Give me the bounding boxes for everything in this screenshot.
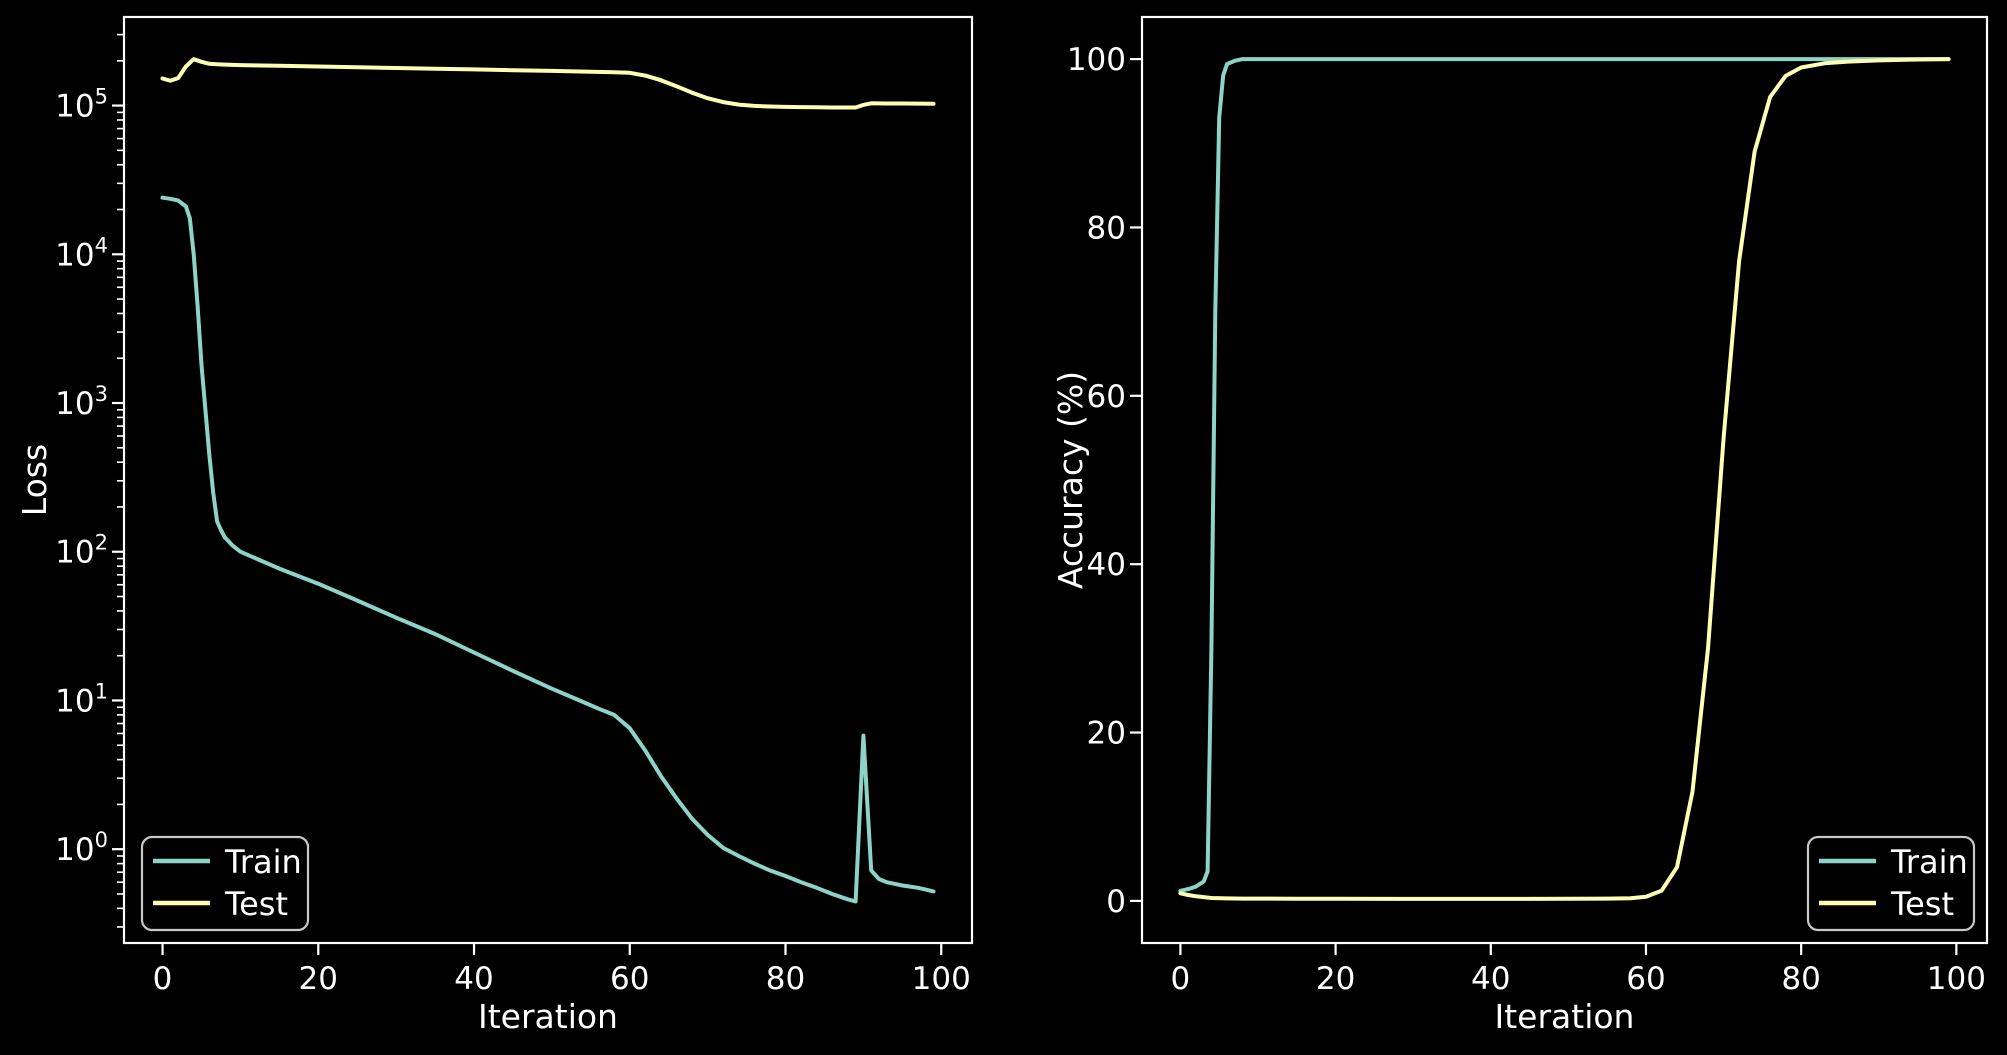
- accuracy-legend: Train Test: [1806, 835, 1976, 932]
- y-tick-label: 100: [1067, 42, 1126, 78]
- x-tick-label: 40: [1471, 961, 1510, 997]
- y-tick-label: 60: [1087, 379, 1126, 415]
- y-tick-label: 105: [55, 85, 108, 125]
- y-tick-label: 80: [1087, 210, 1126, 246]
- x-tick-label: 20: [299, 961, 338, 997]
- x-tick-label: 100: [912, 961, 971, 997]
- y-tick-label: 104: [55, 233, 108, 273]
- loss-legend: Train Test: [140, 835, 310, 932]
- x-tick-label: 60: [1626, 961, 1665, 997]
- accuracy-test-line: [1178, 57, 1951, 901]
- x-tick-label: 80: [1781, 961, 1820, 997]
- loss-y-axis: 100 101 102 103 104 105: [55, 33, 124, 928]
- loss-train-line: [160, 195, 936, 904]
- loss-test-line: [160, 57, 936, 110]
- loss-xlabel: Iteration: [478, 997, 618, 1036]
- accuracy-x-axis: 0 20 40 60 80 100: [1171, 943, 1986, 997]
- y-tick-label: 103: [55, 382, 108, 422]
- x-tick-label: 0: [1171, 961, 1191, 997]
- x-tick-label: 60: [610, 961, 649, 997]
- accuracy-y-axis: 0 20 40 60 80 100: [1067, 42, 1142, 920]
- y-tick-label: 101: [55, 679, 108, 719]
- y-tick-label: 0: [1106, 884, 1126, 920]
- x-tick-label: 20: [1316, 961, 1355, 997]
- loss-axes-frame: [122, 15, 974, 945]
- x-tick-label: 0: [153, 961, 173, 997]
- loss-chart: 0 20 40 60 80 100 100 101 102 103 104 105 Iteration L…: [15, 15, 974, 1036]
- y-tick-label: 40: [1087, 547, 1126, 583]
- legend-label-test: Test: [1890, 885, 1954, 923]
- y-tick-label: 102: [55, 531, 108, 571]
- y-tick-label: 20: [1087, 716, 1126, 752]
- legend-label-train: Train: [224, 843, 302, 881]
- legend-label-train: Train: [1890, 843, 1968, 881]
- y-tick-label: 100: [55, 828, 108, 868]
- x-tick-label: 80: [766, 961, 805, 997]
- accuracy-axes-frame: [1140, 15, 1989, 945]
- accuracy-xlabel: Iteration: [1495, 997, 1635, 1036]
- accuracy-ylabel: Accuracy (%): [1051, 371, 1090, 589]
- x-tick-label: 100: [1927, 961, 1986, 997]
- accuracy-train-line: [1178, 57, 1951, 893]
- x-tick-label: 40: [454, 961, 493, 997]
- loss-ylabel: Loss: [15, 444, 54, 516]
- loss-x-axis: 0 20 40 60 80 100: [153, 943, 971, 997]
- accuracy-chart: 0 20 40 60 80 100 0 20 40 60 80 100 Iteration Accurac…: [1051, 15, 1989, 1036]
- legend-label-test: Test: [224, 885, 288, 923]
